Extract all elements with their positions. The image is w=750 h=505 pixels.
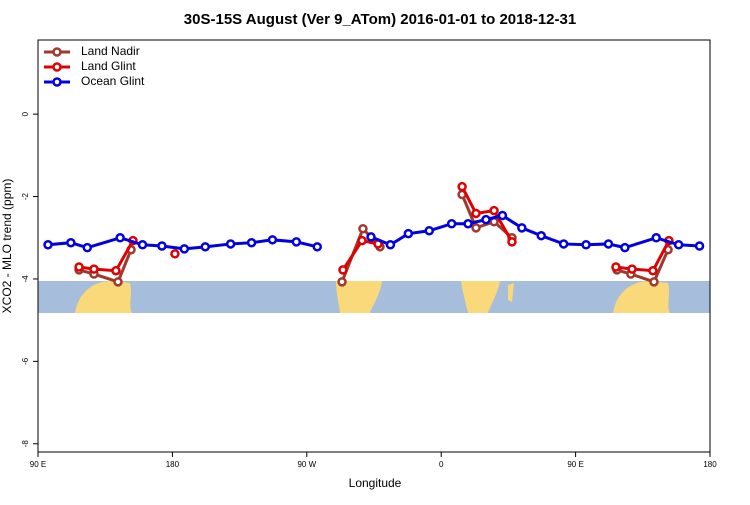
plot-frame: [37, 39, 711, 453]
x-tick-label: 90 W: [297, 460, 316, 469]
data-point: [558, 239, 569, 249]
x-tick-label: 90 E: [30, 460, 46, 469]
y-tick-label: 0: [21, 111, 30, 116]
data-point: [651, 233, 661, 243]
data-point: [385, 240, 396, 250]
data-point: [113, 277, 123, 287]
data-point: [694, 241, 705, 251]
map-background: [38, 281, 710, 313]
data-point: [43, 240, 53, 250]
data-point: [424, 226, 435, 236]
data-point: [446, 219, 457, 229]
data-point: [457, 181, 467, 192]
data-point: [471, 208, 481, 219]
data-point: [338, 265, 348, 275]
data-point: [357, 235, 367, 246]
data-point: [74, 262, 84, 272]
y-tick-label: -4: [21, 275, 30, 283]
y-tick-label: -2: [21, 192, 30, 200]
data-point: [312, 242, 323, 252]
data-point: [463, 219, 473, 229]
data-point: [358, 223, 368, 234]
data-point: [66, 237, 76, 248]
data-point: [111, 265, 121, 276]
data-point: [82, 242, 93, 253]
data-point: [481, 214, 491, 225]
legend-label: Ocean Glint: [81, 74, 145, 88]
x-tick-label: 180: [703, 460, 717, 469]
data-point: [170, 249, 180, 259]
data-point: [366, 232, 376, 242]
data-point: [489, 205, 499, 216]
data-point: [497, 210, 508, 221]
data-point: [507, 237, 517, 247]
data-point: [157, 241, 167, 251]
data-point: [517, 223, 527, 233]
data-point: [246, 237, 257, 248]
chart-title: 30S-15S August (Ver 9_ATom) 2016-01-01 t…: [184, 11, 576, 28]
legend-marker: [52, 62, 62, 72]
data-point: [200, 242, 211, 252]
data-point: [536, 230, 547, 241]
data-point: [403, 228, 414, 239]
data-point: [225, 239, 236, 249]
series-line: [78, 185, 671, 273]
y-tick-label: -6: [21, 357, 30, 365]
data-point: [179, 244, 190, 254]
x-tick-label: 90 E: [567, 460, 583, 469]
data-point: [471, 223, 481, 233]
x-axis-label: Longitude: [349, 476, 402, 490]
legend-label: Land Nadir: [81, 44, 140, 58]
y-axis-label: XCO2 - MLO trend (ppm): [0, 179, 14, 314]
legend-label: Land Glint: [81, 59, 136, 73]
y-tick-label: -8: [21, 440, 30, 448]
data-point: [648, 265, 658, 276]
data-point: [581, 240, 591, 250]
data-point: [89, 264, 99, 274]
data-point: [337, 277, 347, 287]
data-point: [627, 264, 637, 274]
data-point: [137, 240, 148, 250]
data-point: [611, 262, 621, 272]
x-tick-label: 180: [166, 460, 180, 469]
data-point: [115, 233, 125, 243]
legend-marker: [52, 77, 62, 87]
data-point: [673, 240, 684, 250]
data-point: [620, 242, 630, 253]
legend-marker: [52, 47, 62, 57]
data-point: [267, 235, 278, 245]
data-point: [649, 277, 659, 287]
data-point: [291, 237, 302, 247]
data-point: [603, 239, 614, 249]
x-tick-label: 0: [439, 460, 444, 469]
